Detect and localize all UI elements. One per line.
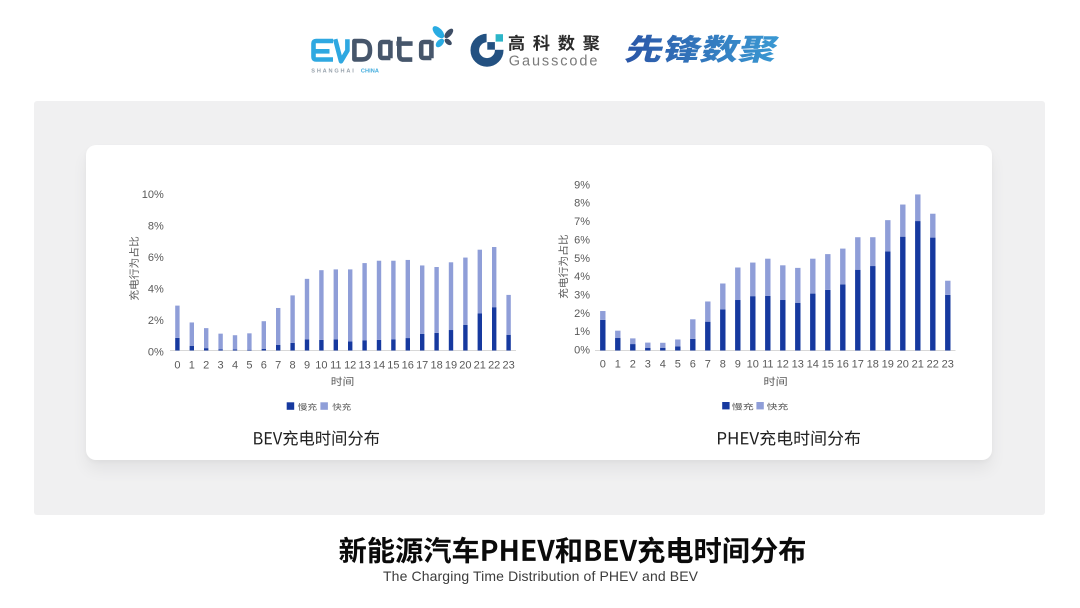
svg-text:9%: 9% [574,179,590,191]
svg-text:14: 14 [807,359,819,371]
svg-text:7%: 7% [574,216,590,228]
svg-text:3: 3 [645,359,651,371]
svg-text:7: 7 [275,360,281,372]
svg-text:16: 16 [402,360,414,372]
svg-text:20: 20 [897,359,909,371]
svg-text:9: 9 [304,360,310,372]
svg-text:6: 6 [690,359,696,371]
svg-text:0%: 0% [148,346,164,358]
svg-text:Gausscode: Gausscode [509,53,598,69]
svg-text:12: 12 [777,359,789,371]
svg-text:0: 0 [600,359,606,371]
svg-text:2%: 2% [148,315,164,327]
svg-text:16: 16 [837,359,849,371]
svg-text:6%: 6% [574,234,590,246]
svg-text:4%: 4% [148,283,164,295]
svg-text:20: 20 [459,360,471,372]
svg-text:17: 17 [852,359,864,371]
svg-text:SHANGHAI: SHANGHAI [311,68,355,74]
svg-text:2%: 2% [574,308,590,320]
svg-text:10%: 10% [142,189,164,201]
svg-text:5%: 5% [574,253,590,265]
svg-text:23: 23 [502,360,514,372]
svg-text:23: 23 [942,359,954,371]
svg-text:4: 4 [660,359,666,371]
svg-text:3%: 3% [574,290,590,302]
svg-text:10: 10 [315,360,327,372]
svg-text:13: 13 [792,359,804,371]
svg-text:17: 17 [416,360,428,372]
svg-text:12: 12 [344,360,356,372]
svg-text:7: 7 [705,359,711,371]
svg-text:8%: 8% [148,220,164,232]
svg-text:18: 18 [430,360,442,372]
svg-text:2: 2 [203,360,209,372]
svg-text:5: 5 [675,359,681,371]
svg-text:8%: 8% [574,198,590,210]
svg-text:The Charging Time Distribution: The Charging Time Distribution of PHEV a… [383,568,699,584]
svg-text:13: 13 [358,360,370,372]
svg-text:2: 2 [630,359,636,371]
svg-text:0: 0 [174,360,180,372]
svg-text:21: 21 [912,359,924,371]
svg-text:21: 21 [474,360,486,372]
svg-text:11: 11 [330,360,341,372]
svg-text:9: 9 [735,359,741,371]
svg-text:0%: 0% [574,345,590,357]
svg-text:22: 22 [488,360,500,372]
svg-text:6%: 6% [148,252,164,264]
svg-text:1%: 1% [574,326,590,338]
svg-text:8: 8 [720,359,726,371]
svg-text:5: 5 [246,360,252,372]
svg-text:10: 10 [747,359,759,371]
svg-text:14: 14 [373,360,385,372]
svg-text:1: 1 [615,359,621,371]
svg-text:4: 4 [232,360,238,372]
svg-text:19: 19 [445,360,457,372]
svg-text:22: 22 [927,359,939,371]
svg-text:3: 3 [218,360,224,372]
svg-text:1: 1 [189,360,195,372]
svg-text:8: 8 [290,360,296,372]
svg-text:4%: 4% [574,271,590,283]
svg-text:11: 11 [762,359,773,371]
svg-text:19: 19 [882,359,894,371]
svg-text:6: 6 [261,360,267,372]
svg-text:15: 15 [822,359,834,371]
svg-text:18: 18 [867,359,879,371]
svg-text:CHINA: CHINA [361,68,381,74]
svg-text:15: 15 [387,360,399,372]
